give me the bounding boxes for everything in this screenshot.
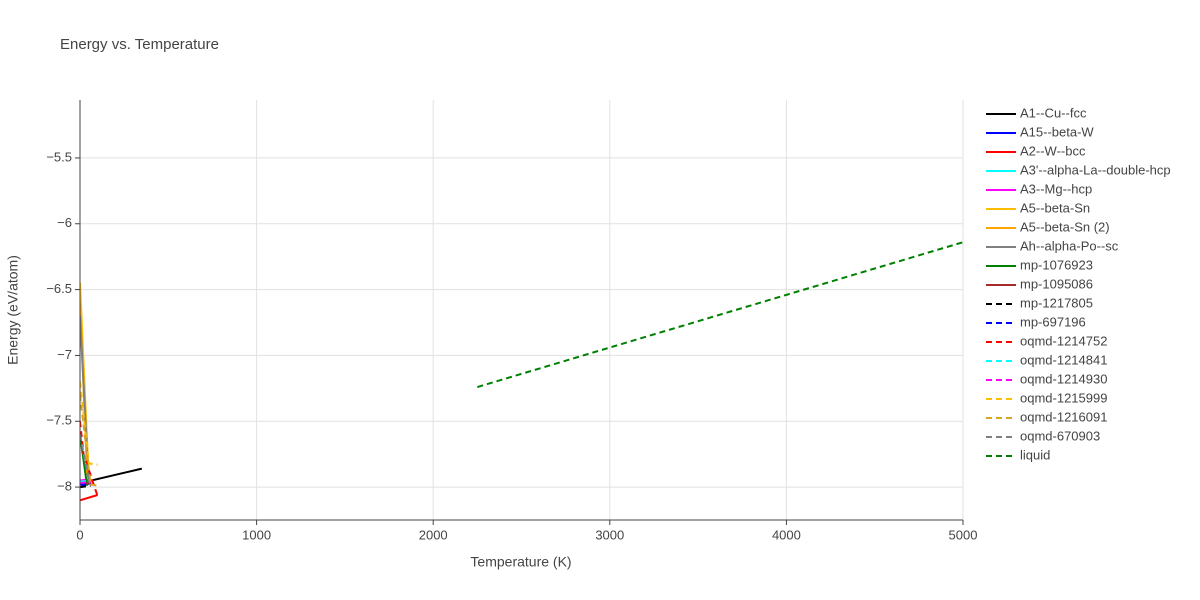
series-line [80,494,98,502]
x-tick-label: 5000 [949,527,978,542]
plot-area [80,241,963,502]
legend-label[interactable]: mp-1217805 [1020,295,1093,310]
legend-label[interactable]: oqmd-1214841 [1020,352,1107,367]
series-line [80,480,91,485]
legend-label[interactable]: A15--beta-W [1020,124,1094,139]
legend-label[interactable]: oqmd-1214752 [1020,333,1107,348]
series-line [80,484,91,489]
series-line [80,434,90,481]
x-tick-label: 1000 [242,527,271,542]
legend-label[interactable]: oqmd-1216091 [1020,409,1107,424]
y-tick-label: −7.5 [46,413,72,428]
series-line [80,482,91,486]
legend-label[interactable]: A5--beta-Sn [1020,200,1090,215]
legend-label[interactable]: A3'--alpha-La--double-hcp [1020,162,1171,177]
series-line [80,394,98,487]
legend-label[interactable]: mp-697196 [1020,314,1086,329]
chart-title: Energy vs. Temperature [60,36,219,53]
series-line [477,241,963,388]
y-tick-label: −8 [57,479,72,494]
y-tick-label: −5.5 [46,149,72,164]
legend-label[interactable]: mp-1076923 [1020,257,1093,272]
grid [75,100,964,525]
series-line [80,381,98,466]
y-axis-title: Energy (eV/atom) [5,255,21,365]
x-tick-label: 3000 [595,527,624,542]
series-line [80,434,89,486]
legend-label[interactable]: Ah--alpha-Po--sc [1020,238,1119,253]
legend-label[interactable]: A3--Mg--hcp [1020,181,1092,196]
legend-label[interactable]: oqmd-670903 [1020,428,1100,443]
y-tick-label: −7 [57,347,72,362]
series-line [80,479,89,483]
y-tick-label: −6 [57,215,72,230]
x-axis-title: Temperature (K) [470,554,571,570]
legend-label[interactable]: A2--W--bcc [1020,143,1086,158]
y-tick-label: −6.5 [46,281,72,296]
legend-label[interactable]: A5--beta-Sn (2) [1020,219,1110,234]
legend: A1--Cu--fcc A15--beta-W A2--W--bcc A3'--alp… [986,105,1171,462]
legend-label[interactable]: oqmd-1214930 [1020,371,1107,386]
legend-label[interactable]: A1--Cu--fcc [1020,105,1087,120]
legend-label[interactable]: oqmd-1215999 [1020,390,1107,405]
x-tick-label: 4000 [772,527,801,542]
legend-label[interactable]: mp-1095086 [1020,276,1093,291]
x-tick-label: 0 [76,527,83,542]
legend-label[interactable]: liquid [1020,447,1050,462]
x-tick-label: 2000 [419,527,448,542]
